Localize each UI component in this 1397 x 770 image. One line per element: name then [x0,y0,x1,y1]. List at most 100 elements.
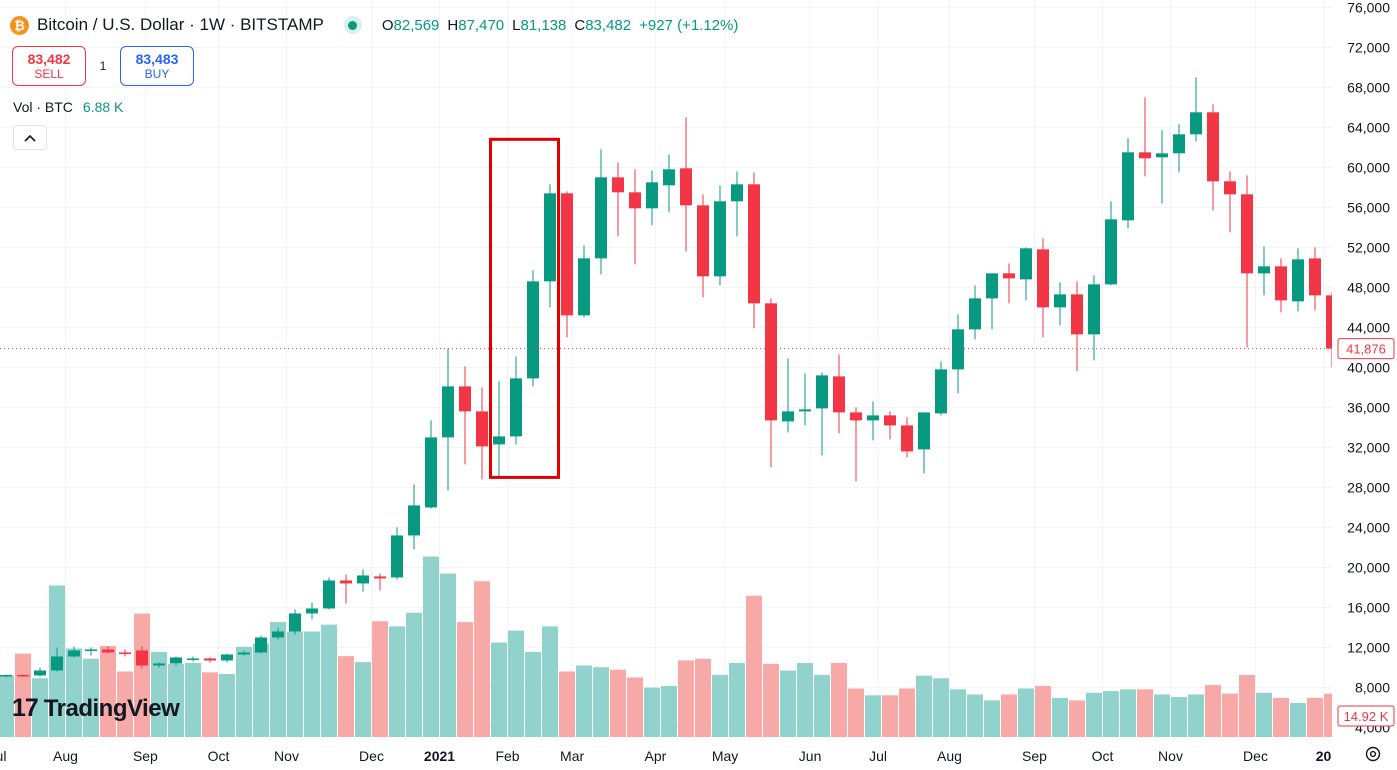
price-tick-label: 36,000 [1347,399,1390,415]
open-label: O [381,16,394,34]
volume-bar [0,675,14,737]
price-tick-label: 20,000 [1347,559,1390,575]
candle-body [1224,181,1236,195]
candle-body [1309,258,1321,296]
volume-bar [474,581,490,737]
candle-body [1139,152,1151,159]
volume-bar [1239,674,1255,737]
candle-body [1003,273,1015,279]
candle-body [136,650,148,666]
volume-bar [270,622,286,737]
candle-body [1292,259,1304,302]
volume-bar [1001,694,1017,737]
volume-bar [440,573,456,737]
sell-button[interactable]: 83,482 SELL [12,46,86,86]
last-volume-tag: 14.92 K [1344,709,1389,724]
buy-button[interactable]: 83,483 BUY [120,46,194,86]
last-price-tag: 41,876 [1346,342,1386,357]
candle-body [255,637,267,653]
candle-body [952,329,964,370]
candle-body [1258,266,1270,274]
candle-body [34,670,46,676]
candle-body [1156,153,1168,158]
candle-body [680,168,692,206]
buy-label: BUY [144,66,170,81]
candle-body [476,411,488,447]
volume-bar [1120,689,1136,737]
candle-body [119,652,131,654]
candle-body [697,205,709,277]
volume-bar [984,700,1000,737]
price-tick-label: 44,000 [1347,319,1390,335]
price-tick-label: 12,000 [1347,639,1390,655]
volume-bar [610,669,626,737]
collapse-legend-button[interactable] [13,125,47,150]
volume-bar [372,621,388,737]
gear-icon[interactable] [1364,745,1382,763]
volume-bar [151,651,167,737]
candle-body [799,409,811,412]
tradingview-logo[interactable]: 17 TradingView [12,694,180,723]
candle-body [0,674,12,677]
price-tick-label: 32,000 [1347,439,1390,455]
candle-body [918,412,930,450]
candle-body [510,378,522,437]
time-tick-label: Aug [937,748,962,764]
price-tick-label: 48,000 [1347,279,1390,295]
volume-bar [712,674,728,737]
price-tick-label: 52,000 [1347,239,1390,255]
time-tick-label: Nov [1158,748,1183,764]
volume-bar [865,695,881,737]
candle-body [1122,152,1134,221]
volume-value: 6.88 K [82,99,124,115]
volume-bar [1205,685,1221,737]
time-tick-label: May [712,748,738,764]
volume-bar [780,670,796,737]
price-tick-label: 72,000 [1347,39,1390,55]
candle-body [986,273,998,299]
buy-price: 83,483 [135,50,179,67]
symbol-title[interactable]: Bitcoin / U.S. Dollar · 1W · BITSTAMP [37,15,324,34]
candle-body [1071,294,1083,335]
volume-legend[interactable]: Vol · BTC 6.88 K [13,99,123,115]
time-tick-label: Apr [645,748,667,764]
volume-bar [321,624,337,737]
candle-body [748,184,760,304]
candle-body [391,535,403,578]
price-tick-label: 16,000 [1347,599,1390,615]
volume-bar [678,660,694,737]
candle-body [595,177,607,259]
change-value: +927 (+1.12%) [639,16,739,34]
candle-body [765,303,777,421]
volume-bar [593,667,609,737]
candle-body [731,184,743,202]
volume-bar [916,675,932,737]
volume-bar [15,653,31,737]
volume-bar [236,646,252,737]
candle-body [884,415,896,426]
candlesticks [0,77,1338,678]
price-axis[interactable]: 4,0008,00012,00016,00020,00024,00028,000… [1332,0,1397,738]
price-tick-label: 68,000 [1347,79,1390,95]
volume-bar [729,662,745,737]
volume-bar [661,685,677,737]
candle-body [1054,294,1066,308]
candle-body [612,177,624,193]
volume-bar [644,687,660,737]
volume-bar [746,595,762,737]
last-price-tag-bg [1337,338,1395,360]
candle-body [493,436,505,445]
last-volume-tag-bg [1337,705,1395,727]
time-tick-label: Dec [359,748,384,764]
volume-bar [117,671,133,737]
time-axis[interactable]: Jul Aug Sep Oct Nov Dec 2021 Feb Mar Apr May Jun Jul… [0,738,1397,770]
volume-bar [66,648,82,737]
volume-bar [185,662,201,737]
candle-body [1020,248,1032,280]
time-tick-label: Dec [1243,748,1268,764]
candle-body [221,654,233,661]
brand-name: TradingView [43,694,180,722]
candle-body [629,192,641,209]
trade-buttons: 83,482 SELL 1 83,483 BUY [12,46,194,86]
